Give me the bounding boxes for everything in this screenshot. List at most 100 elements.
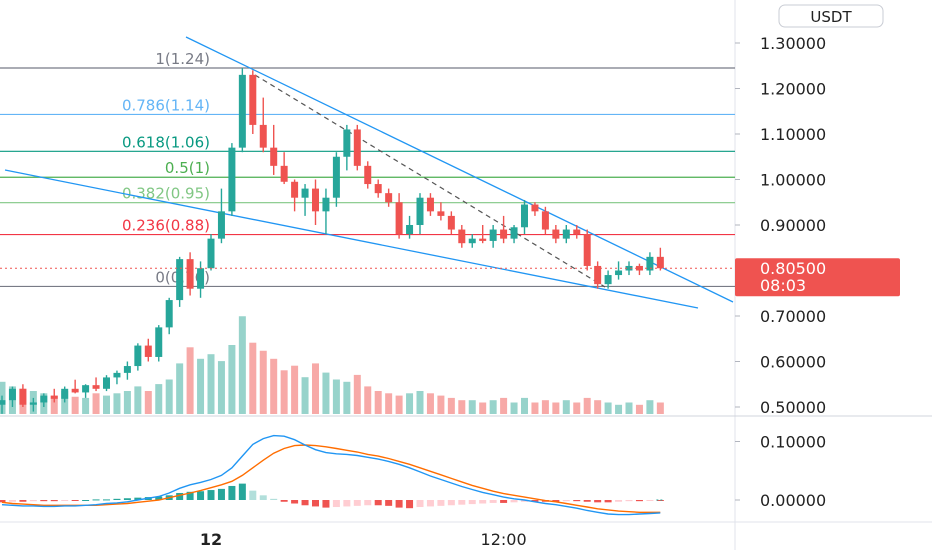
volume-bar [500,397,508,414]
candle-body [134,345,142,367]
macd-histogram-bar [103,499,110,501]
macd-histogram-bar [113,498,121,500]
volume-bar [312,363,319,414]
candle-body [186,259,194,289]
candle-body [29,402,37,405]
price-axis-label: 1.20000 [760,80,826,99]
trendline-layer[interactable] [4,36,734,309]
candle-body [71,388,79,393]
last-price-countdown: 08:03 [760,276,806,295]
candle-body [40,395,48,403]
volume-bar [385,393,393,414]
candle-body [562,229,570,239]
volume-bar [144,391,152,414]
volume-bar [416,391,424,414]
macd-histogram-bar [583,500,591,502]
volume-bar [280,370,288,414]
volume-bar [573,402,581,414]
candle-body [364,165,372,185]
macd-histogram-bar [468,500,476,505]
candle-body [176,259,184,301]
macd-histogram-bar [249,490,257,500]
macd-histogram-bar [343,500,351,507]
volume-bar [374,391,382,414]
macd-axis-label: 0.00000 [760,491,826,510]
macd-histogram-bar [500,500,508,503]
macd-histogram-bar [458,500,466,505]
volume-bar [583,397,591,414]
last-price-tag: 0.80500 08:03 [735,258,900,297]
macd-histogram-bar [123,498,131,500]
macd-histogram-bar [353,500,361,506]
volume-bar [562,400,570,414]
candle-body [50,395,58,399]
volume-bar [71,396,79,414]
macd-histogram-bar [71,500,79,501]
currency-badge[interactable]: USDT [778,4,884,28]
candle-body [468,238,476,244]
volume-bar [0,381,6,414]
volume-bar [468,400,476,414]
macd-histogram-bar [8,500,16,502]
candle-body [197,268,205,289]
time-axis-label: 12:00 [481,530,527,549]
macd-histogram-bar [489,500,497,503]
fib-level-label: 0.5(1) [165,159,210,177]
volume-bar [594,400,602,414]
candle-body [521,204,528,228]
macd-histogram-bar [322,500,330,508]
volume-bar [103,395,110,414]
volume-bar [123,391,131,414]
macd-histogram-bar [374,500,382,506]
candle-body [61,388,69,399]
candle-body [489,229,497,241]
volume-bar [238,316,246,414]
macd-histogram-bar [510,500,518,503]
candle-body [374,184,382,194]
time-axis[interactable]: 12 12:00 [200,530,527,549]
candle-body [322,197,330,212]
candle-body [228,147,236,212]
candle-body [82,385,90,393]
candle-body [207,238,215,269]
macd-histogram-bar [364,500,372,506]
price-axis-label: 1.00000 [760,171,826,190]
candle-body [406,225,414,235]
macd-histogram-bar [552,500,560,502]
macd-histogram-bar [40,500,48,502]
candle-body [217,211,225,239]
candle-body [259,124,267,148]
macd-histogram-bar [228,485,236,500]
volume-bar [259,350,267,414]
volume-bar [165,379,173,414]
price-axis-label: 1.10000 [760,125,826,144]
volume-bar [447,397,455,414]
macd-histogram-bar [625,500,633,502]
macd-histogram-bar [280,500,288,502]
macd-histogram-bar [134,497,142,500]
volume-bar [656,402,664,414]
macd-histogram-bar [416,500,424,508]
candle-body [615,270,623,276]
volume-bar [521,397,528,414]
fibonacci-layer[interactable]: 1(1.24) 0.786(1.14) 0.618(1.06) 0.5(1) 0.382… [0,50,735,288]
volume-bar [207,354,215,414]
price-axis[interactable]: 1.30000 1.20000 1.10000 1.00000 0.90000 0.700… [735,34,826,510]
candle-body [426,197,434,212]
volume-bar [343,381,351,414]
candle-body [646,256,654,271]
macd-histogram-bar [186,491,194,500]
candle-body [332,156,340,198]
macd-histogram-bar [426,500,434,507]
candle-body [270,147,278,166]
volume-layer [0,316,664,414]
time-axis-label: 12 [200,530,222,549]
volume-bar [217,361,225,414]
volume-bar [552,402,560,414]
volume-bar [479,402,487,414]
candle-body [510,227,518,239]
macd-histogram-bar [92,499,100,501]
macd-layer [0,434,665,516]
